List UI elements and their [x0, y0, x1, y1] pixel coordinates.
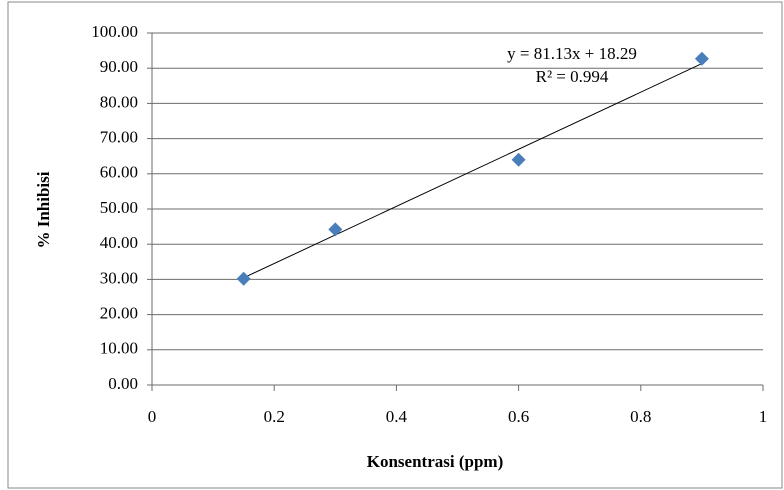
y-tick-label: 10.00	[100, 339, 138, 358]
chart-frame	[7, 1, 783, 489]
x-tick-label: 0.6	[508, 407, 529, 426]
y-tick-label: 60.00	[100, 163, 138, 182]
data-point	[236, 271, 251, 286]
data-point	[511, 152, 526, 167]
y-tick-label: 40.00	[100, 233, 138, 252]
y-tick-label: 70.00	[100, 128, 138, 147]
data-point	[694, 51, 709, 66]
y-tick-label: 50.00	[100, 198, 138, 217]
x-axis-title: Konsentrasi (ppm)	[367, 452, 503, 471]
x-tick-label: 1	[759, 407, 768, 426]
y-tick-label: 0.00	[108, 374, 138, 393]
y-tick-label: 80.00	[100, 92, 138, 111]
x-tick-label: 0	[148, 407, 157, 426]
trendline-r2: R² = 0.994	[536, 67, 609, 86]
y-tick-label: 90.00	[100, 57, 138, 76]
y-tick-label: 100.00	[91, 22, 138, 41]
x-tick-label: 0.4	[386, 407, 408, 426]
y-axis-title: % Inhibisi	[34, 171, 53, 248]
y-tick-label: 30.00	[100, 268, 138, 287]
y-tick-label: 20.00	[100, 304, 138, 323]
x-tick-label: 0.8	[630, 407, 651, 426]
data-point	[328, 222, 343, 237]
trendline	[243, 63, 703, 279]
x-tick-label: 0.2	[264, 407, 285, 426]
trendline-equation: y = 81.13x + 18.29	[507, 44, 637, 63]
